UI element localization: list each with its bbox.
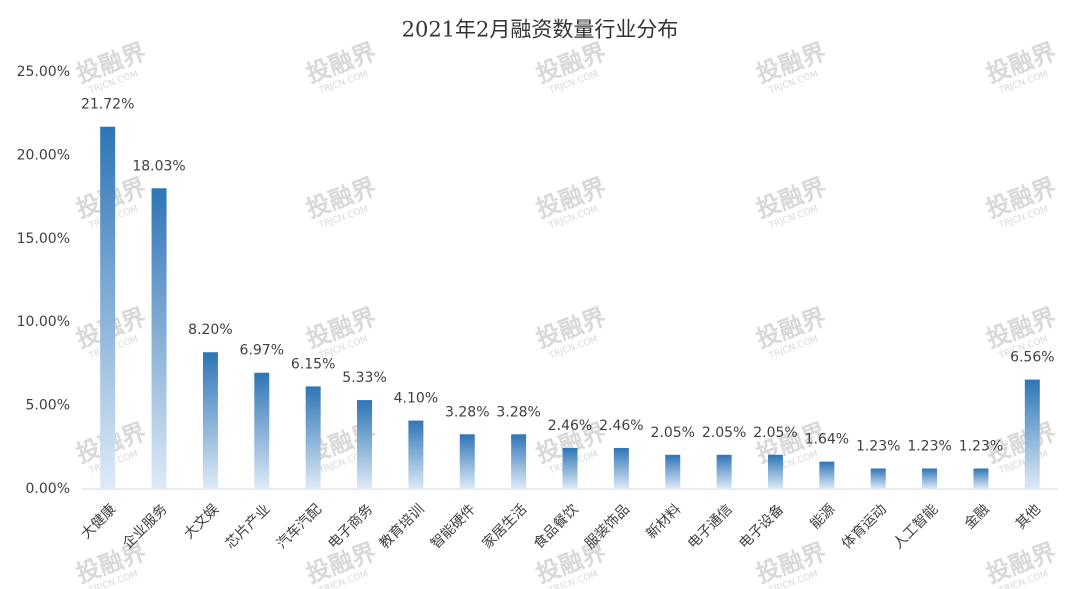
data-label: 3.28%	[445, 404, 489, 420]
x-tick-label: 新材料	[643, 501, 684, 542]
x-tick-label: 服装饰品	[582, 501, 633, 552]
data-label: 2.05%	[702, 425, 746, 441]
x-tick-label: 能源	[807, 501, 838, 532]
bar	[870, 468, 886, 489]
y-tick-label: 25.00%	[17, 64, 70, 80]
x-tick-label: 电子通信	[685, 501, 736, 552]
data-label: 1.23%	[907, 438, 951, 454]
x-tick-label: 家居生活	[479, 501, 531, 553]
x-tick-label: 金融	[961, 501, 992, 532]
y-tick-label: 15.00%	[17, 231, 70, 247]
data-label: 8.20%	[188, 322, 232, 338]
bar	[408, 420, 424, 489]
y-tick-label: 10.00%	[17, 314, 70, 330]
bar	[922, 468, 938, 489]
x-tick-label: 食品餐饮	[530, 501, 582, 553]
bar	[511, 434, 527, 489]
bar	[819, 461, 835, 489]
bar	[357, 400, 373, 489]
y-tick-label: 5.00%	[26, 398, 70, 414]
x-tick-label: 人工智能	[890, 501, 941, 552]
data-label: 2.05%	[753, 425, 797, 441]
bar	[305, 386, 321, 489]
bar	[767, 454, 783, 489]
x-tick-label: 大健康	[78, 501, 120, 543]
chart-title: 2021年2月融资数量行业分布	[402, 18, 679, 42]
x-tick-label: 其他	[1013, 501, 1044, 532]
data-label: 6.15%	[291, 356, 335, 372]
data-label: 1.64%	[805, 432, 849, 448]
bar	[202, 352, 218, 489]
bar	[151, 188, 167, 490]
bar	[459, 434, 475, 489]
bar	[254, 372, 270, 489]
bar	[100, 126, 116, 490]
data-label: 18.03%	[132, 158, 185, 174]
bar	[1024, 379, 1040, 489]
bar	[665, 454, 681, 489]
data-label: 4.10%	[394, 391, 438, 407]
x-tick-label: 芯片产业	[223, 501, 274, 552]
data-label: 6.56%	[1010, 350, 1054, 366]
x-tick-label: 体育运动	[839, 501, 890, 552]
y-tick-label: 0.00%	[26, 481, 70, 497]
x-tick-label: 汽车汽配	[273, 501, 325, 553]
data-label: 6.97%	[240, 343, 284, 359]
x-tick-label: 大文娱	[181, 501, 222, 542]
bar	[613, 447, 629, 489]
data-label: 2.46%	[599, 418, 643, 434]
data-label: 2.46%	[548, 418, 592, 434]
data-label: 3.28%	[496, 404, 540, 420]
data-label: 1.23%	[959, 438, 1003, 454]
data-label: 5.33%	[342, 370, 386, 386]
x-tick-label: 企业服务	[119, 501, 171, 553]
data-label: 2.05%	[650, 425, 694, 441]
bar	[973, 468, 989, 489]
x-tick-label: 电子设备	[736, 501, 788, 553]
y-tick-label: 20.00%	[17, 147, 70, 163]
x-tick-label: 智能硬件	[428, 501, 479, 552]
bar	[562, 447, 578, 489]
data-label: 1.23%	[856, 438, 900, 454]
bar	[716, 454, 732, 489]
x-tick-label: 教育培训	[377, 501, 428, 552]
data-label: 21.72%	[81, 97, 134, 113]
